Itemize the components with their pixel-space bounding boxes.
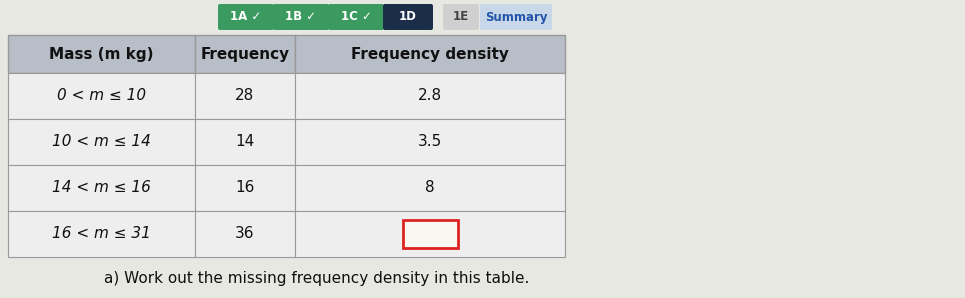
Bar bbox=[195, 211, 295, 257]
Bar bbox=[8, 211, 195, 257]
Bar bbox=[295, 119, 565, 165]
Bar bbox=[295, 35, 565, 73]
Text: Frequency: Frequency bbox=[201, 46, 290, 61]
Bar bbox=[195, 165, 295, 211]
FancyBboxPatch shape bbox=[328, 4, 384, 30]
Bar bbox=[8, 165, 195, 211]
Text: 1D: 1D bbox=[400, 10, 417, 24]
FancyBboxPatch shape bbox=[383, 4, 433, 30]
Text: 14 < m ≤ 16: 14 < m ≤ 16 bbox=[52, 181, 151, 195]
Text: 1C ✓: 1C ✓ bbox=[341, 10, 372, 24]
Text: 16 < m ≤ 31: 16 < m ≤ 31 bbox=[52, 226, 151, 241]
Text: 1A ✓: 1A ✓ bbox=[231, 10, 262, 24]
Text: 8: 8 bbox=[426, 181, 435, 195]
Text: Summary: Summary bbox=[484, 10, 547, 24]
Text: 2.8: 2.8 bbox=[418, 89, 442, 103]
Bar bbox=[8, 73, 195, 119]
Text: 28: 28 bbox=[235, 89, 255, 103]
Bar bbox=[8, 35, 195, 73]
Bar bbox=[295, 165, 565, 211]
Text: 1E: 1E bbox=[453, 10, 469, 24]
FancyBboxPatch shape bbox=[480, 4, 552, 30]
Text: Mass (m kg): Mass (m kg) bbox=[49, 46, 153, 61]
Bar bbox=[295, 211, 565, 257]
Text: 10 < m ≤ 14: 10 < m ≤ 14 bbox=[52, 134, 151, 150]
FancyBboxPatch shape bbox=[273, 4, 329, 30]
Bar bbox=[195, 119, 295, 165]
Text: 1B ✓: 1B ✓ bbox=[286, 10, 317, 24]
Text: a) Work out the missing frequency density in this table.: a) Work out the missing frequency densit… bbox=[104, 271, 529, 286]
Bar bbox=[402, 220, 457, 248]
Text: 16: 16 bbox=[235, 181, 255, 195]
Bar bbox=[295, 73, 565, 119]
Bar bbox=[8, 119, 195, 165]
Text: 14: 14 bbox=[235, 134, 255, 150]
Text: 3.5: 3.5 bbox=[418, 134, 442, 150]
Text: 36: 36 bbox=[235, 226, 255, 241]
FancyBboxPatch shape bbox=[218, 4, 274, 30]
Text: 0 < m ≤ 10: 0 < m ≤ 10 bbox=[57, 89, 146, 103]
FancyBboxPatch shape bbox=[443, 4, 479, 30]
Text: Frequency density: Frequency density bbox=[351, 46, 509, 61]
Bar bbox=[195, 73, 295, 119]
Bar bbox=[195, 35, 295, 73]
